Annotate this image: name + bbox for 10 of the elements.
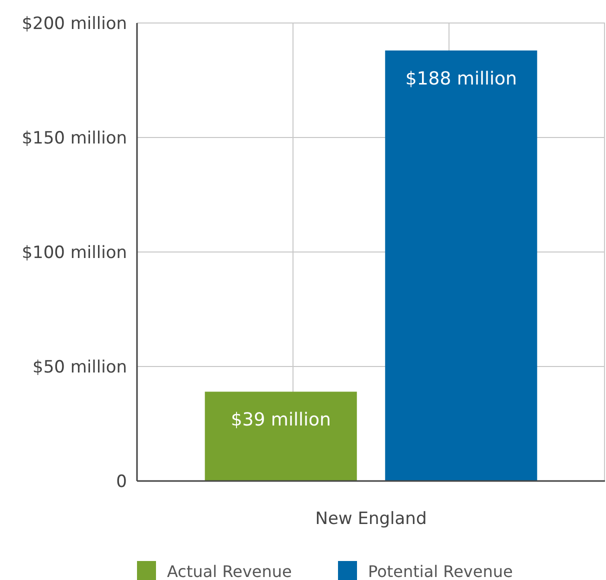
y-tick-label: 0 [116, 472, 127, 492]
data-label: $188 million [405, 68, 517, 90]
y-tick-label: $100 million [22, 242, 127, 263]
x-tick-label: New England [315, 509, 427, 529]
legend-label: Actual Revenue [167, 562, 292, 580]
legend-label: Potential Revenue [368, 562, 513, 580]
y-tick-label: $150 million [22, 128, 127, 148]
data-label: $39 million [230, 410, 331, 431]
y-tick-label: $50 million [32, 357, 127, 378]
y-tick-label: $200 million [22, 14, 127, 34]
